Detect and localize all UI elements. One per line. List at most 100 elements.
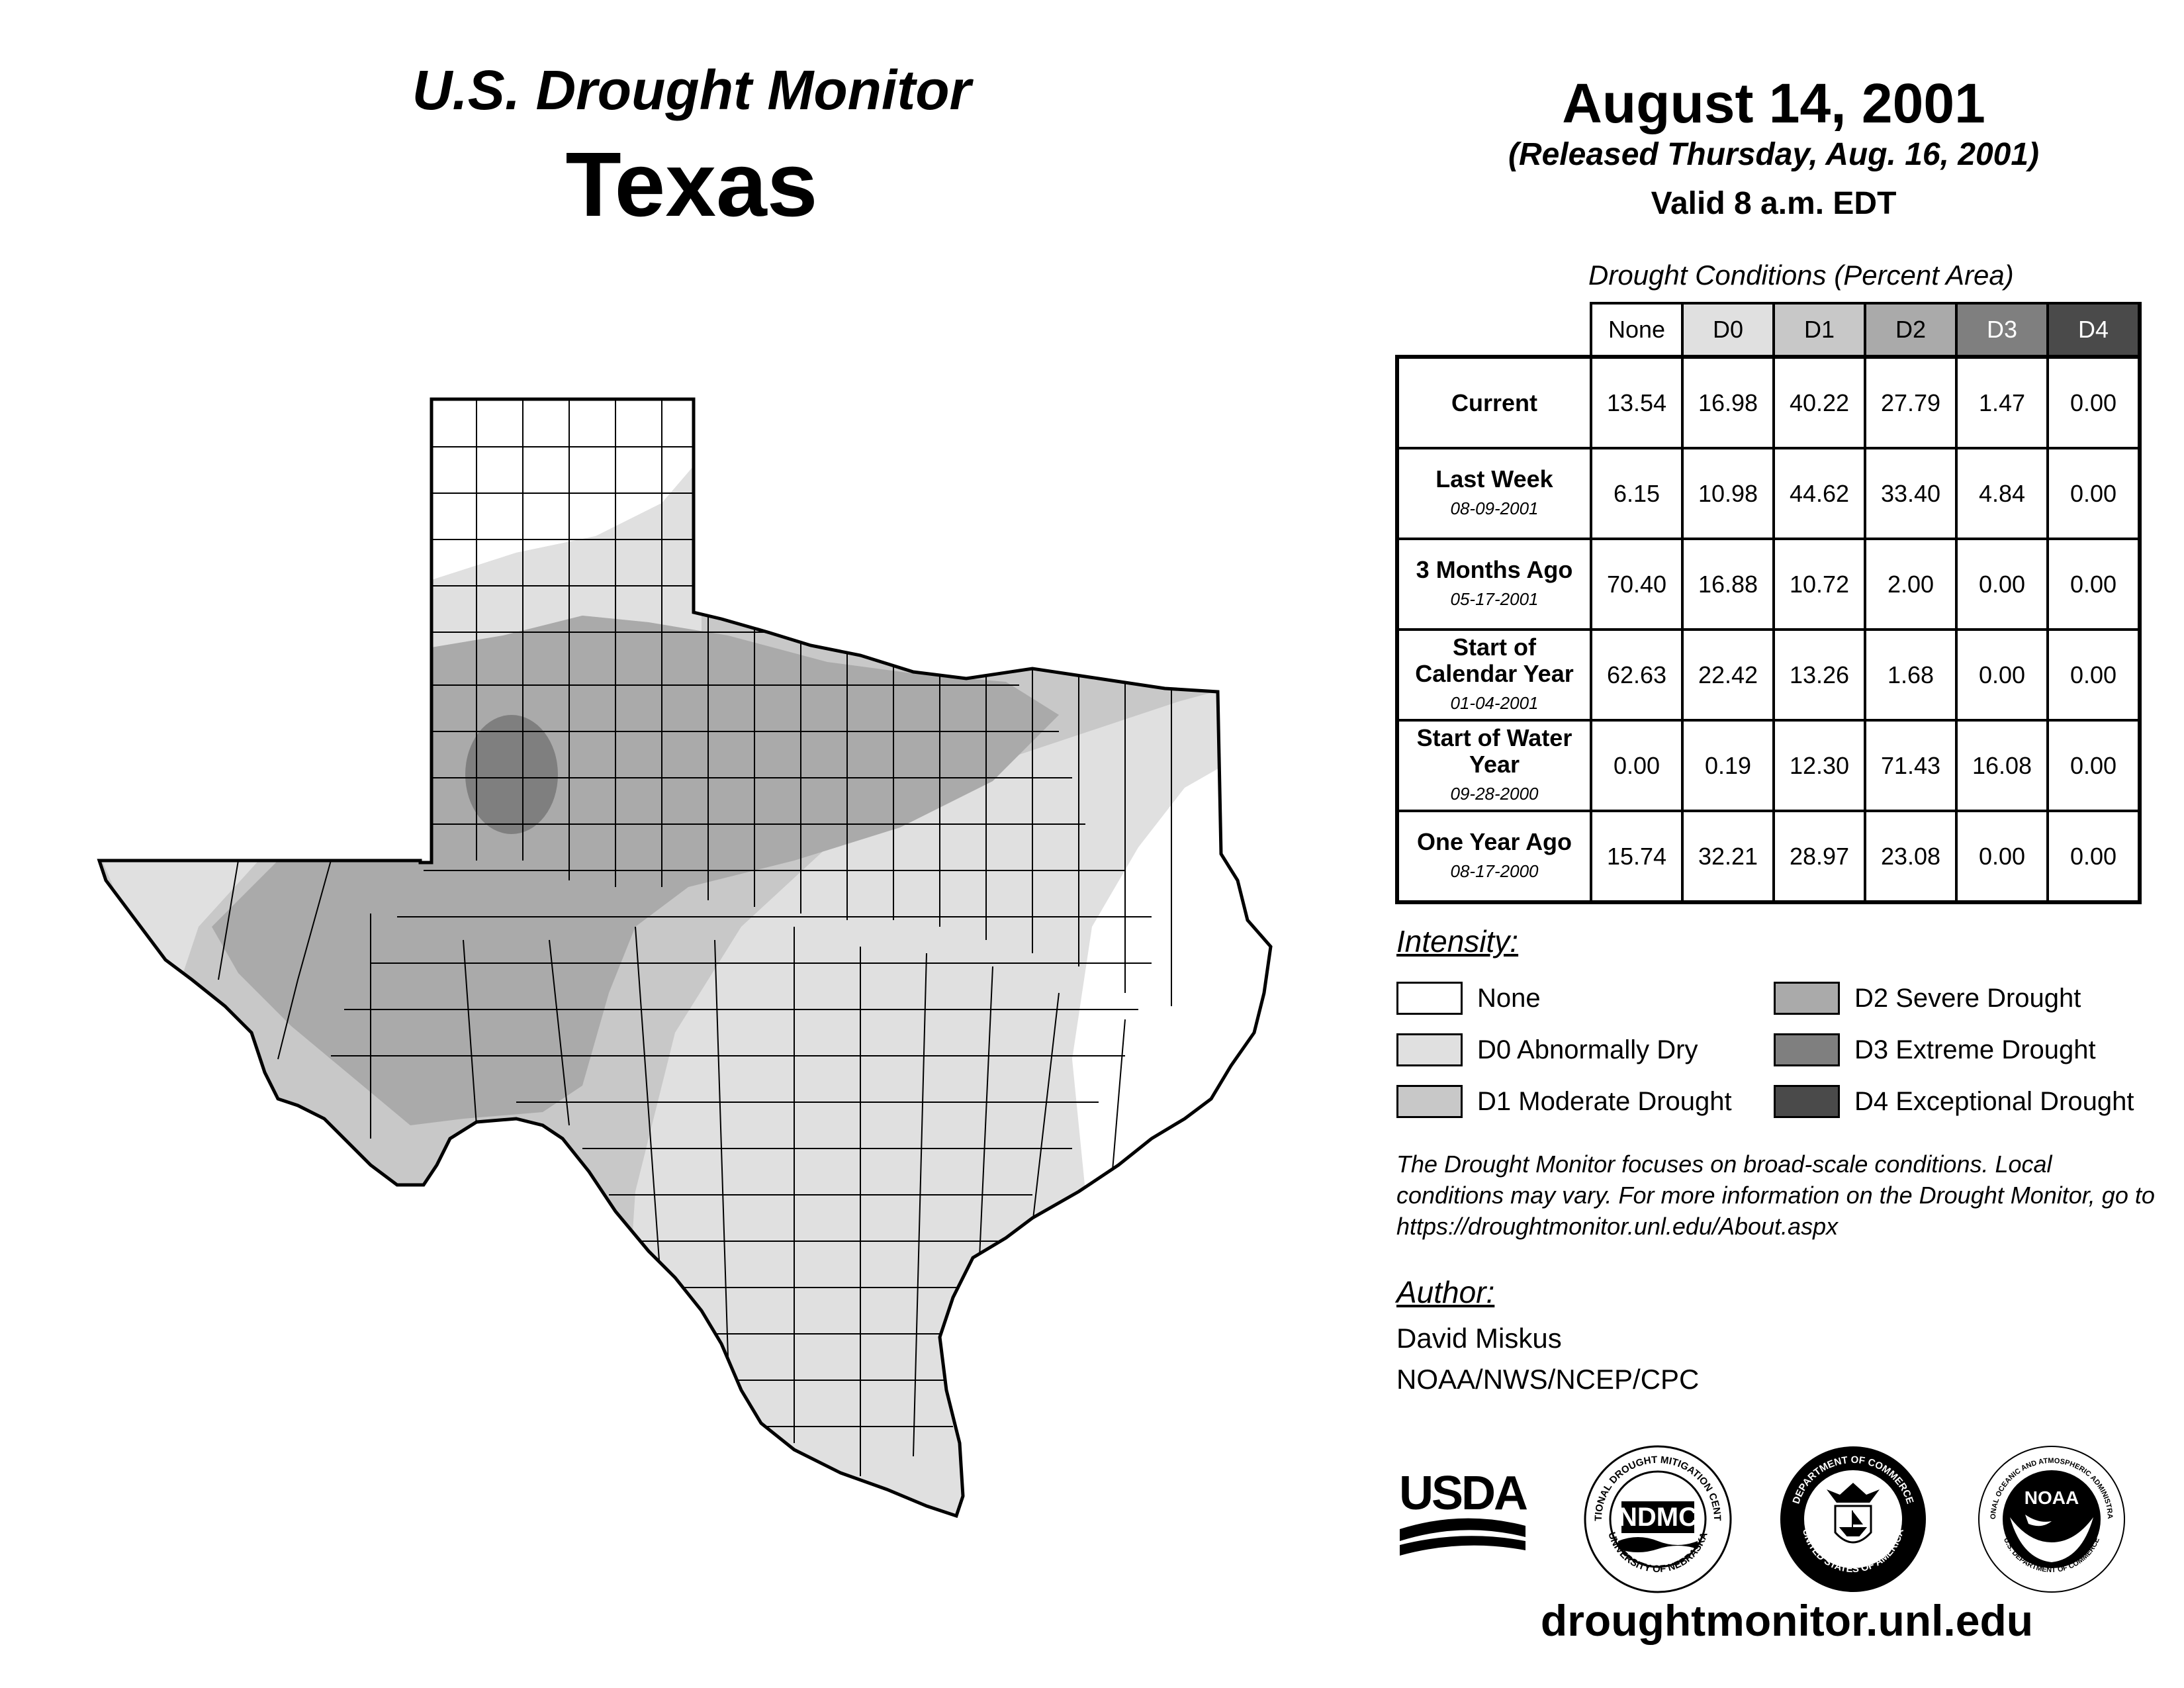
table-caption: Drought Conditions (Percent Area): [1588, 259, 2014, 291]
table-cell: 16.88: [1681, 538, 1775, 631]
row-label: Start of Water Year 09-28-2000: [1395, 719, 1592, 812]
department-of-commerce-seal: DEPARTMENT OF COMMERCE UNITED STATES OF …: [1780, 1446, 1926, 1592]
legend-swatch: [1396, 1085, 1463, 1118]
legend-label: D3 Extreme Drought: [1854, 1035, 2096, 1064]
noaa-logo-text: NOAA: [2025, 1487, 2079, 1508]
table-row: One Year Ago 08-17-2000 15.74 32.21 28.97…: [1395, 810, 2141, 904]
map-title: Texas: [565, 134, 818, 236]
table-cell: 13.54: [1590, 355, 1684, 449]
table-cell: 70.40: [1590, 538, 1684, 631]
table-cell: 0.00: [1955, 628, 2049, 722]
table-cell: 44.62: [1772, 447, 1866, 540]
legend-swatch: [1396, 982, 1463, 1015]
table-cell: 0.19: [1681, 719, 1775, 812]
legend-label: D1 Moderate Drought: [1477, 1086, 1732, 1116]
col-header-d1: D1: [1772, 302, 1866, 358]
legend-label: D4 Exceptional Drought: [1854, 1086, 2134, 1116]
legend-label: D0 Abnormally Dry: [1477, 1035, 1698, 1064]
legend-item-none: None: [1396, 981, 1541, 1015]
table-cell: 10.72: [1772, 538, 1866, 631]
table-cell: 71.43: [1864, 719, 1958, 812]
table-row: Start of Calendar Year 01-04-2001 62.63 2…: [1395, 628, 2141, 722]
legend-item-d4: D4 Exceptional Drought: [1774, 1084, 2134, 1119]
table-cell: 12.30: [1772, 719, 1866, 812]
usda-logo: USDA: [1399, 1467, 1529, 1556]
texas-outline: [97, 397, 1273, 1519]
legend-label: None: [1477, 983, 1541, 1013]
row-label: One Year Ago 08-17-2000: [1395, 810, 1592, 904]
legend-swatch: [1774, 982, 1840, 1015]
author-heading: Author:: [1396, 1275, 1495, 1309]
legend-swatch: [1774, 1033, 1840, 1066]
table-cell: 28.97: [1772, 810, 1866, 904]
drought-conditions-table: None D0 D1 D2 D3 D4 Current 13.54 16.98 …: [1395, 302, 2142, 904]
table-row: 3 Months Ago 05-17-2001 70.40 16.88 10.72…: [1395, 538, 2141, 631]
table-cell: 0.00: [2046, 447, 2141, 540]
col-header-d0: D0: [1681, 302, 1775, 358]
table-cell: 40.22: [1772, 355, 1866, 449]
legend-item-d3: D3 Extreme Drought: [1774, 1033, 2096, 1067]
table-cell: 0.00: [2046, 628, 2141, 722]
table-cell: 1.47: [1955, 355, 2049, 449]
d0-area-panhandle: [424, 457, 702, 649]
table-row: Start of Water Year 09-28-2000 0.00 0.19 …: [1395, 719, 2141, 812]
valid-time: Valid 8 a.m. EDT: [1651, 186, 1897, 221]
table-cell: 0.00: [2046, 355, 2141, 449]
legend-item-d1: D1 Moderate Drought: [1396, 1084, 1732, 1119]
legend-item-d2: D2 Severe Drought: [1774, 981, 2081, 1015]
table-cell: 0.00: [2046, 719, 2141, 812]
table-cell: 16.98: [1681, 355, 1775, 449]
website-url[interactable]: droughtmonitor.unl.edu: [1540, 1596, 2034, 1645]
map-date: August 14, 2001: [1562, 72, 1985, 134]
table-cell: 2.00: [1864, 538, 1958, 631]
table-cell: 6.15: [1590, 447, 1684, 540]
table-cell: 13.26: [1772, 628, 1866, 722]
ndmc-logo-text: NDMC: [1618, 1503, 1698, 1532]
row-label: 3 Months Ago 05-17-2001: [1395, 538, 1592, 631]
release-date: (Released Thursday, Aug. 16, 2001): [1508, 137, 2040, 172]
d3-area: [465, 715, 558, 834]
noaa-bird-icon: [2010, 1517, 2093, 1562]
none-area-panhandle: [424, 399, 702, 583]
table-cell: 23.08: [1864, 810, 1958, 904]
col-header-none: None: [1590, 302, 1684, 358]
disclaimer-note: The Drought Monitor focuses on broad-sca…: [1396, 1150, 2155, 1240]
row-label: Start of Calendar Year 01-04-2001: [1395, 628, 1592, 722]
legend-swatch: [1774, 1085, 1840, 1118]
table-cell: 0.00: [1955, 810, 2049, 904]
table-cell: 10.98: [1681, 447, 1775, 540]
col-header-d3: D3: [1955, 302, 2049, 358]
legend-label: D2 Severe Drought: [1854, 983, 2081, 1013]
col-header-d4: D4: [2046, 302, 2141, 358]
ndmc-logo: NATIONAL DROUGHT MITIGATION CENTER UNIVE…: [1582, 1443, 1732, 1593]
table-cell: 27.79: [1864, 355, 1958, 449]
table-row: Current 13.54 16.98 40.22 27.79 1.47 0.0…: [1395, 355, 2141, 449]
noaa-logo: NATIONAL OCEANIC AND ATMOSPHERIC ADMINIS…: [1976, 1443, 2125, 1593]
row-label: Last Week 08-09-2001: [1395, 447, 1592, 540]
table-cell: 4.84: [1955, 447, 2049, 540]
d0-west-strip: [99, 854, 265, 1006]
table-cell: 32.21: [1681, 810, 1775, 904]
table-cell: 16.08: [1955, 719, 2049, 812]
table-cell: 62.63: [1590, 628, 1684, 722]
legend-item-d0: D0 Abnormally Dry: [1396, 1033, 1698, 1067]
row-label: Current: [1395, 355, 1592, 449]
table-cell: 0.00: [2046, 538, 2141, 631]
map-subtitle: U.S. Drought Monitor: [412, 59, 972, 121]
eagle-icon: [1827, 1483, 1880, 1503]
usda-logo-text: USDA: [1399, 1467, 1527, 1520]
table-cell: 1.68: [1864, 628, 1958, 722]
author-name: David Miskus: [1396, 1323, 1562, 1354]
author-org: NOAA/NWS/NCEP/CPC: [1396, 1364, 1700, 1395]
legend-swatch: [1396, 1033, 1463, 1066]
col-header-d2: D2: [1864, 302, 1958, 358]
table-cell: 33.40: [1864, 447, 1958, 540]
table-cell: 22.42: [1681, 628, 1775, 722]
table-cell: 0.00: [1590, 719, 1684, 812]
table-row: Last Week 08-09-2001 6.15 10.98 44.62 33.…: [1395, 447, 2141, 540]
county-lines: [218, 399, 1172, 1476]
legend-title: Intensity:: [1396, 924, 1519, 959]
texas-drought-map: [97, 397, 1273, 1519]
table-cell: 15.74: [1590, 810, 1684, 904]
table-cell: 0.00: [2046, 810, 2141, 904]
